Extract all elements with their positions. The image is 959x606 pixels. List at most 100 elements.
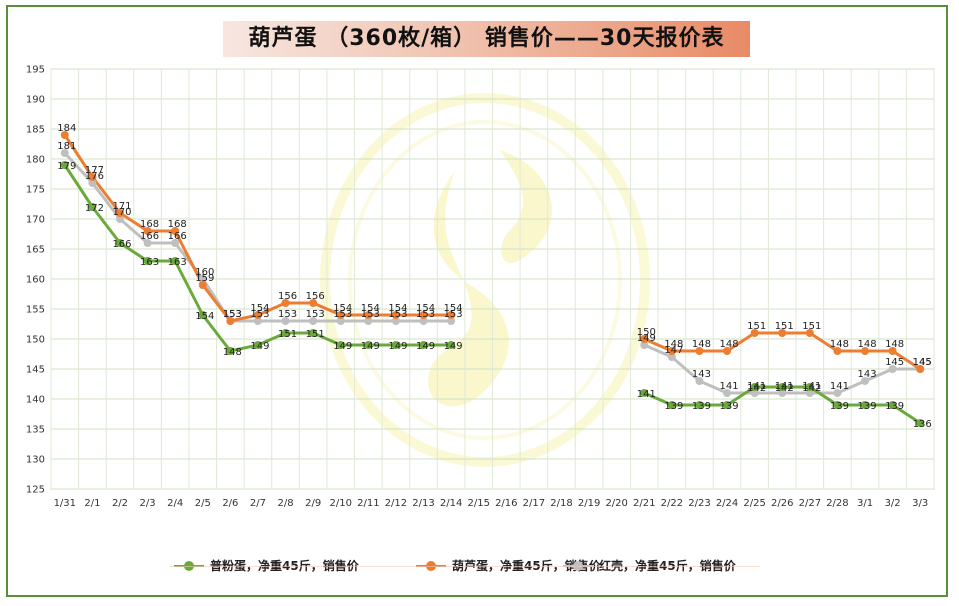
x-tick-label: 2/19 (578, 498, 600, 509)
data-label: 141 (637, 389, 656, 400)
data-label: 154 (195, 311, 214, 322)
x-tick-label: 2/14 (440, 498, 462, 509)
data-label: 149 (250, 341, 269, 352)
data-label: 139 (720, 401, 739, 412)
data-point (750, 389, 759, 397)
data-point (640, 335, 649, 343)
x-tick-label: 2/3 (140, 498, 156, 509)
data-label: 163 (140, 257, 159, 268)
y-tick-label: 150 (26, 335, 45, 346)
data-label: 149 (416, 341, 435, 352)
data-point (253, 317, 262, 325)
data-point (115, 215, 124, 223)
data-label: 149 (388, 341, 407, 352)
data-label: 153 (416, 309, 435, 320)
data-point (750, 329, 759, 337)
data-point (419, 311, 428, 319)
data-label: 154 (361, 303, 380, 314)
data-label: 147 (664, 345, 683, 356)
data-point (833, 401, 842, 409)
x-tick-label: 2/18 (550, 498, 572, 509)
x-tick-label: 2/5 (195, 498, 211, 509)
x-tick-label: 2/26 (771, 498, 793, 509)
data-label: 143 (857, 369, 876, 380)
data-label: 151 (306, 329, 325, 340)
data-label: 156 (306, 291, 325, 302)
x-tick-label: 2/11 (357, 498, 379, 509)
data-point (198, 311, 207, 319)
y-tick-label: 190 (26, 95, 45, 106)
x-tick-label: 2/25 (743, 498, 765, 509)
data-label: 139 (885, 401, 904, 412)
data-point (253, 311, 262, 319)
data-label: 141 (775, 381, 794, 392)
data-point (281, 299, 290, 307)
data-label: 148 (830, 339, 849, 350)
data-point (778, 389, 787, 397)
x-tick-label: 2/4 (167, 498, 183, 509)
data-point (640, 389, 649, 397)
data-label: 154 (444, 303, 463, 314)
x-tick-label: 3/1 (857, 498, 873, 509)
data-point (640, 341, 649, 349)
data-point (115, 209, 124, 217)
watermark-logo (320, 93, 650, 467)
data-point (226, 317, 235, 325)
data-point (364, 341, 373, 349)
data-label: 153 (223, 309, 242, 320)
x-tick-label: 2/20 (605, 498, 627, 509)
data-label: 163 (168, 257, 187, 268)
data-label: 166 (140, 231, 159, 242)
data-point (143, 257, 152, 265)
data-label: 153 (223, 309, 242, 320)
data-point (115, 239, 124, 247)
x-tick-label: 2/27 (799, 498, 821, 509)
data-point (60, 149, 69, 157)
data-point (171, 227, 180, 235)
data-point (364, 311, 373, 319)
legend-label: 葫芦蛋，净重45斤，销售价 (452, 558, 602, 573)
y-tick-label: 195 (26, 65, 45, 76)
y-tick-label: 185 (26, 125, 45, 136)
data-label: 141 (747, 381, 766, 392)
data-label: 148 (885, 339, 904, 350)
series-line (63, 151, 452, 323)
data-label: 156 (278, 291, 297, 302)
data-point (419, 341, 428, 349)
data-point (226, 347, 235, 355)
data-point (723, 347, 732, 355)
data-point (778, 329, 787, 337)
y-tick-label: 155 (26, 305, 45, 316)
data-label: 142 (775, 383, 794, 394)
x-tick-label: 2/2 (112, 498, 128, 509)
data-point (253, 341, 262, 349)
y-tick-label: 175 (26, 185, 45, 196)
data-label: 151 (278, 329, 297, 340)
chart-title: 葫芦蛋 （360枚/箱） 销售价——30天报价表 (248, 26, 725, 51)
y-tick-label: 160 (26, 275, 45, 286)
data-label: 153 (278, 309, 297, 320)
data-point (309, 317, 318, 325)
data-label: 148 (664, 339, 683, 350)
data-point (198, 281, 207, 289)
data-label: 154 (250, 303, 269, 314)
y-tick-label: 135 (26, 425, 45, 436)
y-axis: 125 130 135 140 145 150 155 160 165 170 175 180 185 1… (26, 65, 45, 496)
data-label: 141 (830, 381, 849, 392)
series-lines (60, 131, 925, 427)
data-label: 153 (250, 309, 269, 320)
data-label: 177 (85, 165, 104, 176)
x-tick-label: 2/13 (412, 498, 434, 509)
data-point (750, 383, 759, 391)
data-label: 139 (692, 401, 711, 412)
data-label: 160 (195, 267, 214, 278)
data-label: 145 (913, 357, 932, 368)
data-point (805, 329, 814, 337)
x-tick-label: 2/1 (84, 498, 100, 509)
data-label: 171 (112, 201, 131, 212)
data-point (778, 383, 787, 391)
legend-label: 红壳，净重45斤，销售价 (599, 558, 737, 573)
x-tick-label: 3/2 (885, 498, 901, 509)
data-point (861, 377, 870, 385)
